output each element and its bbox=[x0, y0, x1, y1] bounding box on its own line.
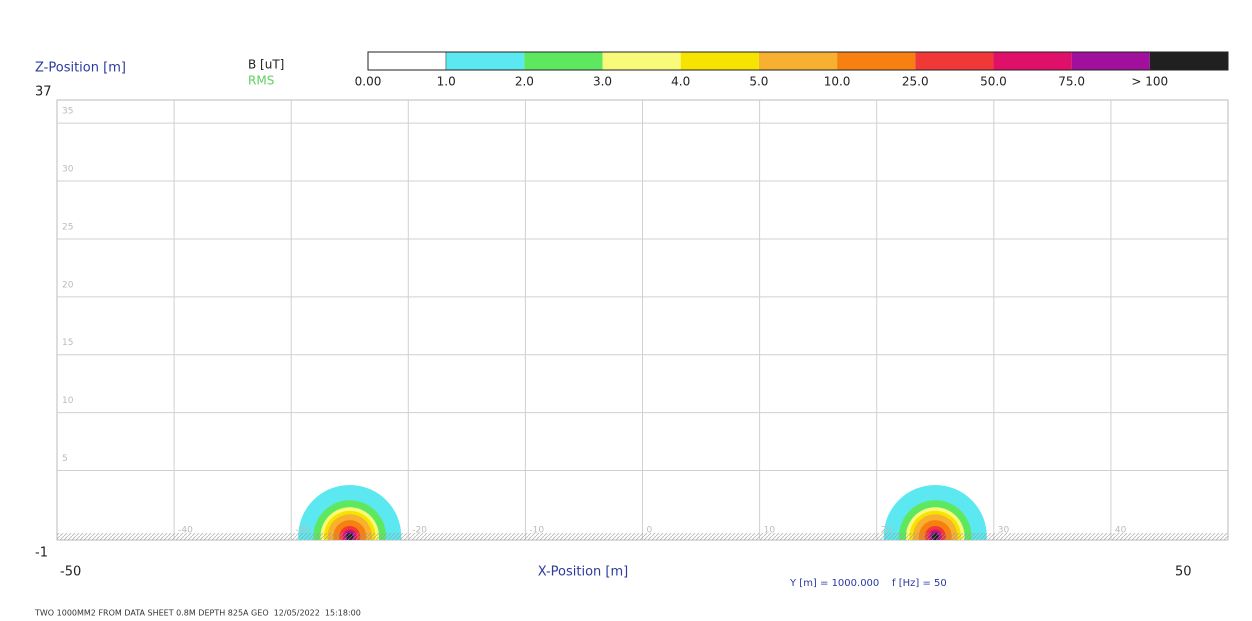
y-min-label: -1 bbox=[35, 546, 48, 561]
legend-swatch bbox=[680, 52, 759, 70]
y-max-label: 37 bbox=[35, 85, 52, 100]
legend-swatch bbox=[367, 51, 447, 71]
x-tick-label: 40 bbox=[1115, 526, 1127, 536]
legend-swatch bbox=[1149, 52, 1228, 70]
legend-swatch bbox=[915, 52, 994, 70]
x-tick-label: 30 bbox=[998, 526, 1010, 536]
params-label: Y [m] = 1000.000 f [Hz] = 50 bbox=[789, 578, 947, 589]
x-tick-label: -10 bbox=[529, 526, 544, 536]
x-tick-label: -20 bbox=[412, 526, 427, 536]
legend-label: 4.0 bbox=[671, 75, 690, 89]
legend-label: 3.0 bbox=[593, 75, 612, 89]
y-tick-label: 5 bbox=[62, 454, 68, 464]
y-tick-label: 30 bbox=[62, 165, 74, 175]
legend-label: 10.0 bbox=[824, 75, 851, 89]
y-tick-label: 20 bbox=[62, 280, 74, 290]
x-tick-label: 10 bbox=[764, 526, 776, 536]
x-tick-label: 0 bbox=[647, 526, 653, 536]
y-tick-label: 10 bbox=[62, 396, 74, 406]
rms-label: RMS bbox=[248, 74, 274, 88]
x-tick-label: -40 bbox=[178, 526, 193, 536]
legend-label: 25.0 bbox=[902, 75, 929, 89]
legend-swatch bbox=[1071, 52, 1150, 70]
legend-swatch bbox=[446, 52, 525, 70]
x-max-label: 50 bbox=[1175, 565, 1192, 580]
ground-strip bbox=[57, 533, 1228, 540]
x-axis-label: X-Position [m] bbox=[538, 565, 629, 580]
footer: TWO 1000MM2 FROM DATA SHEET 0.8M DEPTH 8… bbox=[34, 609, 361, 618]
y-tick-label: 25 bbox=[62, 222, 73, 232]
legend-label: > 100 bbox=[1131, 75, 1168, 89]
legend-swatch bbox=[993, 52, 1072, 70]
legend-label: 5.0 bbox=[749, 75, 768, 89]
x-tick-label: -30 bbox=[295, 526, 310, 536]
legend-frame bbox=[367, 51, 1229, 71]
legend-swatch bbox=[837, 52, 916, 70]
y-tick-label: 35 bbox=[62, 107, 73, 117]
legend-label: 75.0 bbox=[1058, 75, 1085, 89]
legend-swatch bbox=[602, 52, 681, 70]
unit-label: B [uT] bbox=[248, 58, 284, 72]
legend-label: 2.0 bbox=[515, 75, 534, 89]
legend-label: 0.00 bbox=[355, 75, 382, 89]
legend-label: 1.0 bbox=[437, 75, 456, 89]
x-tick-label: 20 bbox=[881, 526, 893, 536]
x-min-label: -50 bbox=[60, 565, 81, 580]
legend-swatch bbox=[758, 52, 838, 70]
legend-label: 50.0 bbox=[980, 75, 1007, 89]
y-axis-label: Z-Position [m] bbox=[35, 61, 126, 76]
legend-swatch bbox=[524, 52, 603, 70]
y-tick-label: 15 bbox=[62, 338, 73, 348]
